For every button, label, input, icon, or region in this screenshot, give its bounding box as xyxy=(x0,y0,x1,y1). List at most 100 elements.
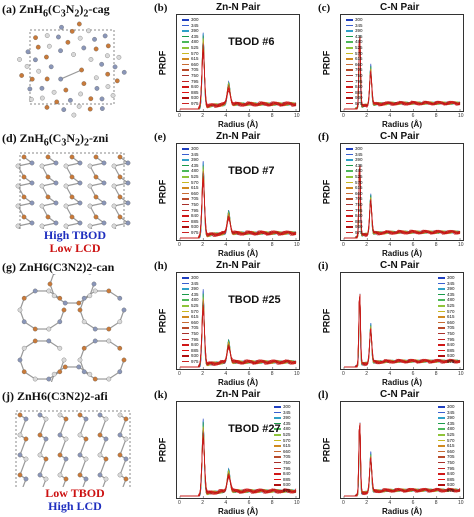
x-tick-label: 4 xyxy=(388,500,392,506)
legend-swatch xyxy=(346,47,353,49)
legend-swatch xyxy=(182,159,189,161)
legend-item: 660 xyxy=(346,62,363,68)
legend-label: 435 xyxy=(191,291,199,297)
legend-swatch xyxy=(438,288,445,290)
legend-label: 975 xyxy=(283,487,291,493)
legend-item: 300 xyxy=(182,275,199,281)
panel-title: Zn-N Pair xyxy=(216,389,261,400)
legend-label: 750 xyxy=(191,201,199,207)
legend-item: 615 xyxy=(438,443,455,449)
legend-label: 660 xyxy=(447,448,455,454)
legend-item: 885 xyxy=(346,90,363,96)
legend-swatch xyxy=(438,316,445,318)
legend-item: 480 xyxy=(182,168,199,174)
legend-item: 525 xyxy=(182,174,199,180)
legend-label: 930 xyxy=(191,353,199,359)
structure-title: (g) ZnH6(C3N2)2-can xyxy=(2,260,115,274)
panel-label: (i) xyxy=(318,260,329,272)
legend-label: 525 xyxy=(355,44,363,50)
legend-swatch xyxy=(274,484,281,486)
series-line xyxy=(344,168,461,239)
x-tick-label: 6 xyxy=(247,113,251,119)
legend-label: 480 xyxy=(191,39,199,45)
legend-swatch xyxy=(182,327,189,329)
legend-swatch xyxy=(182,220,189,223)
legend-label: 390 xyxy=(355,157,363,163)
x-tick-label: 0 xyxy=(178,500,181,506)
legend-item: 885 xyxy=(182,219,199,225)
legend-label: 840 xyxy=(447,471,455,477)
legend-swatch xyxy=(182,86,189,88)
legend-item: 345 xyxy=(182,23,199,29)
legend-item: 435 xyxy=(438,421,455,427)
legend-item: 525 xyxy=(346,174,363,180)
legend-label: 345 xyxy=(191,151,199,157)
legend-item: 480 xyxy=(274,426,291,432)
legend-item: 705 xyxy=(438,325,455,331)
legend-swatch xyxy=(274,445,281,447)
legend-label: 930 xyxy=(447,353,455,359)
legend-swatch xyxy=(438,355,445,357)
legend-item: 660 xyxy=(346,191,363,197)
legend-swatch xyxy=(438,321,445,324)
legend-label: 840 xyxy=(283,471,291,477)
legend-swatch xyxy=(182,293,189,296)
legend-item: 300 xyxy=(182,146,199,152)
legend-item: 930 xyxy=(182,95,199,101)
series-line xyxy=(344,165,461,239)
x-tick-label: 10 xyxy=(458,500,464,506)
legend-item: 435 xyxy=(438,292,455,298)
legend-swatch xyxy=(274,411,281,414)
series-line xyxy=(180,309,297,368)
legend-item: 525 xyxy=(438,432,455,438)
x-tick-label: 0 xyxy=(342,371,345,377)
x-tick-label: 2 xyxy=(201,500,204,506)
legend-swatch xyxy=(182,148,189,150)
legend-label: 885 xyxy=(283,476,291,482)
legend-item: 570 xyxy=(182,309,199,315)
legend-swatch xyxy=(438,467,445,470)
legend-item: 525 xyxy=(274,432,291,438)
legend-label: 480 xyxy=(355,168,363,174)
legend-item: 525 xyxy=(182,45,199,51)
legend-item: 435 xyxy=(182,34,199,40)
x-tick-label: 2 xyxy=(365,371,368,377)
legend-swatch xyxy=(346,203,353,206)
legend-label: 615 xyxy=(447,443,455,449)
legend-item: 885 xyxy=(346,219,363,225)
legend-swatch xyxy=(438,417,445,419)
legend-swatch xyxy=(182,209,189,212)
legend-item: 975 xyxy=(438,488,455,494)
legend-swatch xyxy=(182,332,189,335)
legend-swatch xyxy=(346,209,353,212)
legend-label: 705 xyxy=(191,325,199,331)
legend: 300 345 390 435 480 525 570 615 660 705 750 795 840 8… xyxy=(182,17,199,107)
legend-swatch xyxy=(182,97,189,99)
legend-item: 660 xyxy=(182,320,199,326)
legend-item: 345 xyxy=(182,152,199,158)
legend-swatch xyxy=(438,428,445,430)
panel-title: Zn-N Pair xyxy=(216,2,261,13)
panel-label: (e) xyxy=(154,131,167,143)
series-line xyxy=(344,295,461,368)
panel-title: C-N Pair xyxy=(380,389,420,400)
legend-item: 615 xyxy=(182,185,199,191)
legend-label: 570 xyxy=(447,308,455,314)
legend-item: 345 xyxy=(274,410,291,416)
legend-label: 705 xyxy=(191,67,199,73)
tbod-label: TBOD #7 xyxy=(228,164,275,177)
note-line: Low TBOD xyxy=(45,486,105,500)
tbod-label: TBOD #6 xyxy=(228,35,275,48)
legend-label: 975 xyxy=(447,487,455,493)
x-tick-label: 10 xyxy=(458,371,464,377)
y-axis-label: PRDF xyxy=(321,308,332,334)
legend-swatch xyxy=(274,417,281,419)
legend-label: 840 xyxy=(191,84,199,90)
legend-item: 570 xyxy=(346,51,363,57)
legend-label: 390 xyxy=(447,415,455,421)
legend-swatch xyxy=(438,473,445,475)
x-tick-label: 0 xyxy=(342,500,345,506)
legend-item: 795 xyxy=(182,79,199,85)
x-tick-label: 10 xyxy=(458,242,464,248)
legend-swatch xyxy=(346,58,353,60)
